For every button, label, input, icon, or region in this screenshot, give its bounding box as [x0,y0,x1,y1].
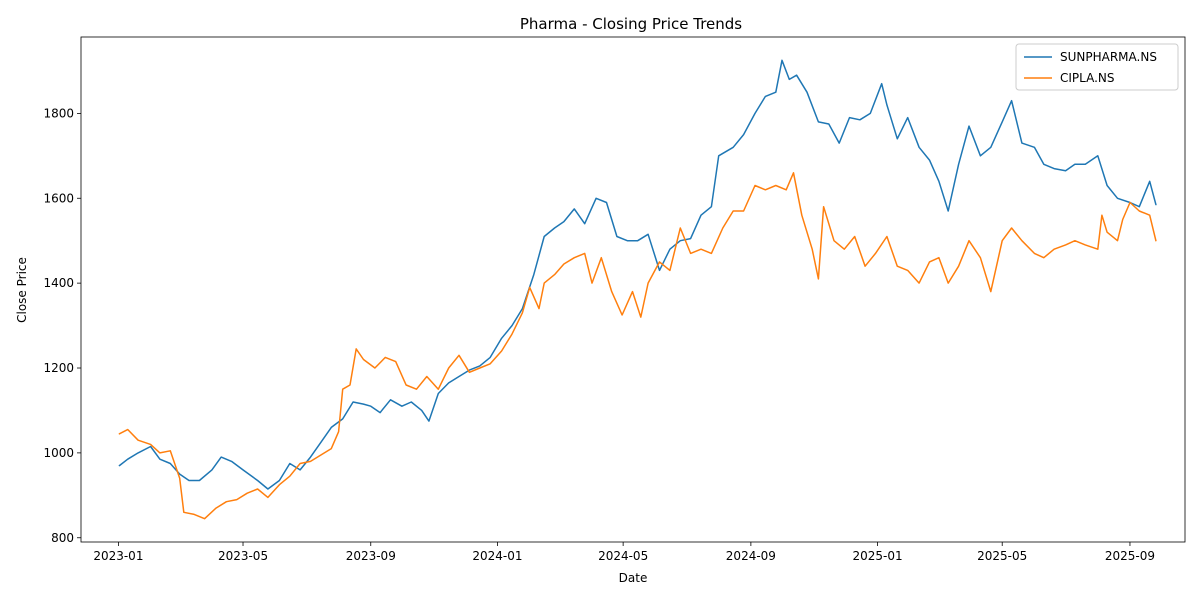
x-tick-label: 2025-01 [853,549,903,563]
y-tick-label: 1200 [43,361,74,375]
x-tick-label: 2023-05 [218,549,268,563]
chart-title: Pharma - Closing Price Trends [520,15,742,33]
x-tick-label: 2025-09 [1105,549,1155,563]
x-tick-label: 2023-09 [346,549,396,563]
legend: SUNPHARMA.NS CIPLA.NS [1015,43,1179,91]
y-tick-label: 1800 [43,106,74,120]
legend-label-1: CIPLA.NS [1060,71,1115,85]
x-tick-label: 2025-05 [977,549,1027,563]
y-axis: 800 1000 1200 1400 1600 1800 [43,106,81,545]
y-tick-label: 800 [51,531,74,545]
y-tick-label: 1000 [43,446,74,460]
series-line-1 [118,172,1157,520]
legend-label-0: SUNPHARMA.NS [1060,50,1157,64]
legend-box [1015,43,1179,91]
plot-area [80,36,1186,543]
plot-frame [80,36,1186,543]
y-tick-label: 1400 [43,276,74,290]
series-layer [118,59,1157,520]
x-axis-title: Date [619,571,648,585]
y-tick-label: 1600 [43,191,74,205]
x-axis: 2023-01 2023-05 2023-09 2024-01 2024-05 2024-… [93,542,1155,563]
x-tick-label: 2023-01 [93,549,143,563]
x-tick-label: 2024-05 [598,549,648,563]
series-line-0 [118,59,1157,490]
y-axis-title: Close Price [15,257,29,323]
x-tick-label: 2024-01 [472,549,522,563]
x-tick-label: 2024-09 [726,549,776,563]
